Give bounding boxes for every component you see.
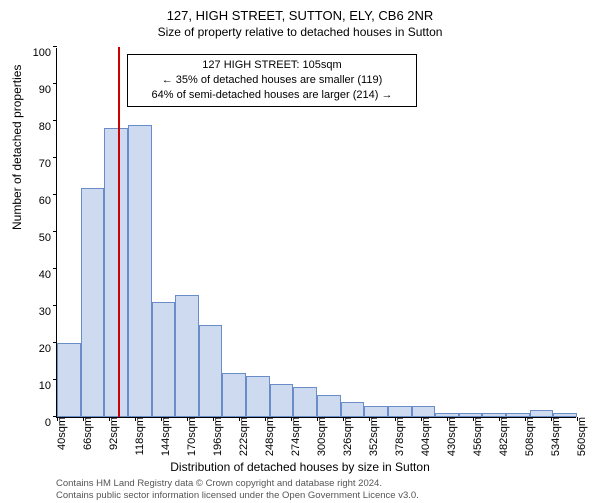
x-tick-label: 534sqm xyxy=(548,417,562,456)
y-tick-mark xyxy=(53,268,57,269)
x-tick-label: 482sqm xyxy=(496,417,510,456)
footer-line-2: Contains public sector information licen… xyxy=(56,490,419,502)
y-tick-label: 90 xyxy=(39,84,57,96)
y-tick-label: 80 xyxy=(39,121,57,133)
x-tick-label: 40sqm xyxy=(54,417,68,450)
chart-subtitle: Size of property relative to detached ho… xyxy=(0,23,600,39)
property-size-chart: 127, HIGH STREET, SUTTON, ELY, CB6 2NR S… xyxy=(0,0,600,500)
info-box: 127 HIGH STREET: 105sqm ← 35% of detache… xyxy=(127,54,417,107)
y-tick-label: 40 xyxy=(39,269,57,281)
y-tick-label: 20 xyxy=(39,343,57,355)
y-tick-label: 50 xyxy=(39,232,57,244)
x-tick-label: 118sqm xyxy=(132,417,146,455)
y-tick-label: 100 xyxy=(33,47,57,59)
x-tick-label: 430sqm xyxy=(444,417,458,456)
x-tick-label: 300sqm xyxy=(314,417,328,456)
y-tick-mark xyxy=(53,305,57,306)
chart-footer: Contains HM Land Registry data © Crown c… xyxy=(56,478,419,503)
histogram-bar xyxy=(222,373,246,417)
histogram-bar xyxy=(364,406,388,417)
x-tick-label: 404sqm xyxy=(418,417,432,456)
info-line-2: ← 35% of detached houses are smaller (11… xyxy=(134,73,410,88)
histogram-bar xyxy=(104,128,128,417)
histogram-bar xyxy=(412,406,436,417)
x-tick-label: 248sqm xyxy=(262,417,276,456)
histogram-bar xyxy=(388,406,412,417)
x-tick-label: 508sqm xyxy=(522,417,536,456)
info-line-3: 64% of semi-detached houses are larger (… xyxy=(134,88,410,103)
histogram-bar xyxy=(317,395,341,417)
histogram-bar xyxy=(81,188,105,417)
x-tick-label: 378sqm xyxy=(392,417,406,456)
y-tick-label: 10 xyxy=(39,380,57,392)
histogram-bar xyxy=(293,387,317,417)
y-tick-label: 70 xyxy=(39,158,57,170)
x-tick-label: 274sqm xyxy=(288,417,302,456)
x-tick-label: 352sqm xyxy=(366,417,380,456)
footer-line-1: Contains HM Land Registry data © Crown c… xyxy=(56,478,419,490)
y-tick-mark xyxy=(53,157,57,158)
histogram-bar xyxy=(341,402,365,417)
x-tick-label: 222sqm xyxy=(236,417,250,456)
property-marker-line xyxy=(118,47,120,417)
x-tick-label: 144sqm xyxy=(158,417,172,456)
x-tick-label: 170sqm xyxy=(184,417,198,456)
x-tick-label: 560sqm xyxy=(574,417,588,456)
y-tick-label: 60 xyxy=(39,195,57,207)
histogram-bar xyxy=(128,125,152,417)
y-axis-label: Number of detached properties xyxy=(10,65,24,230)
x-tick-label: 456sqm xyxy=(470,417,484,456)
info-line-1: 127 HIGH STREET: 105sqm xyxy=(134,58,410,73)
y-tick-mark xyxy=(53,46,57,47)
histogram-bar xyxy=(246,376,270,417)
y-tick-mark xyxy=(53,83,57,84)
x-tick-label: 66sqm xyxy=(80,417,94,450)
plot-area: 127 HIGH STREET: 105sqm ← 35% of detache… xyxy=(56,48,576,418)
y-tick-mark xyxy=(53,194,57,195)
chart-title: 127, HIGH STREET, SUTTON, ELY, CB6 2NR xyxy=(0,0,600,23)
histogram-bar xyxy=(270,384,294,417)
x-tick-label: 326sqm xyxy=(340,417,354,456)
histogram-bar xyxy=(152,302,176,417)
y-tick-mark xyxy=(53,231,57,232)
x-tick-label: 92sqm xyxy=(106,417,120,450)
y-tick-label: 30 xyxy=(39,306,57,318)
histogram-bar xyxy=(530,410,554,417)
histogram-bar xyxy=(57,343,81,417)
histogram-bar xyxy=(175,295,199,417)
x-axis-label: Distribution of detached houses by size … xyxy=(0,460,600,474)
histogram-bar xyxy=(199,325,223,418)
x-tick-label: 196sqm xyxy=(210,417,224,456)
y-tick-mark xyxy=(53,120,57,121)
